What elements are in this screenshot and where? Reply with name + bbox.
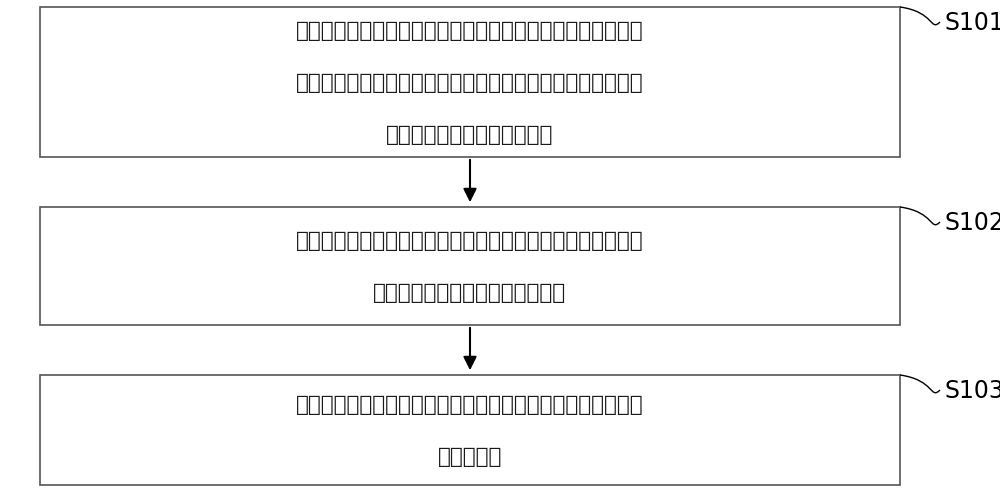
Text: 待变更航班的更新后起飞时刻: 待变更航班的更新后起飞时刻 bbox=[386, 125, 554, 145]
Bar bbox=[40, 375, 900, 485]
Bar bbox=[40, 207, 900, 325]
Text: S102: S102 bbox=[945, 210, 1000, 234]
Text: 起飞时刻，变更为更新后起飞时刻: 起飞时刻，变更为更新后起飞时刻 bbox=[373, 283, 567, 303]
Text: S101: S101 bbox=[945, 11, 1000, 35]
Text: 待变更航班的标识信息、待变更航班的更新前起飞时刻、以及: 待变更航班的标识信息、待变更航班的更新前起飞时刻、以及 bbox=[296, 73, 644, 93]
Text: 每一个旅客: 每一个旅客 bbox=[438, 446, 502, 466]
Text: 将变更后的待变更航班的航班信息分别发送至待变更航班中的: 将变更后的待变更航班的航班信息分别发送至待变更航班中的 bbox=[296, 394, 644, 414]
Text: S103: S103 bbox=[945, 378, 1000, 402]
Text: 根据航班时刻变更报文，将待变更航班的航班信息中的更新前: 根据航班时刻变更报文，将待变更航班的航班信息中的更新前 bbox=[296, 230, 644, 250]
Text: 接收航班时刻变更报文，其中航班时刻变更报文中至少携带有: 接收航班时刻变更报文，其中航班时刻变更报文中至少携带有 bbox=[296, 21, 644, 41]
Bar bbox=[40, 8, 900, 158]
